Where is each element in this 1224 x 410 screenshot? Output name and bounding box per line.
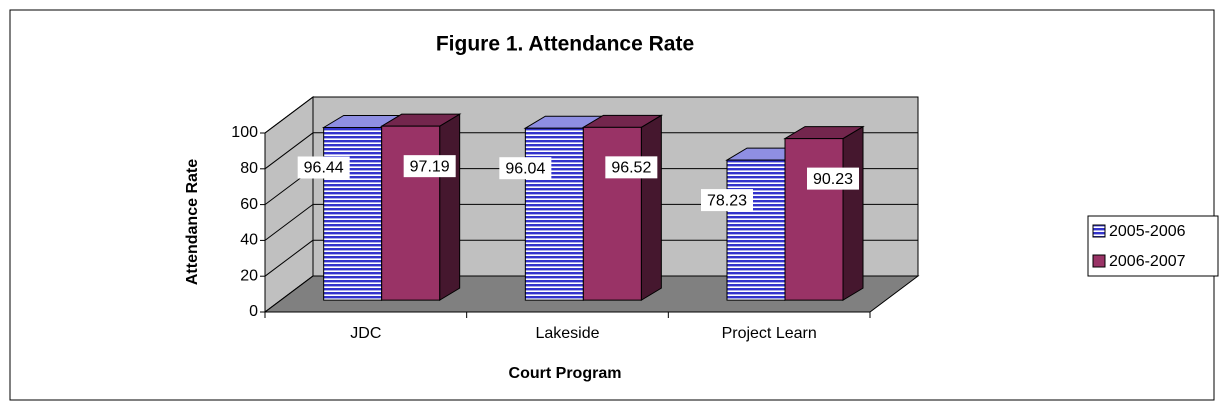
- data-label-box: [807, 167, 860, 190]
- data-label-box: [297, 156, 350, 179]
- grid-line: [264, 275, 314, 313]
- bar-side: [439, 113, 461, 302]
- data-label: 96.52: [611, 160, 651, 177]
- x-tick-label: Lakeside: [535, 325, 599, 342]
- y-tick-label: 60: [240, 196, 258, 213]
- data-label: 97.19: [410, 158, 450, 175]
- data-label: 96.44: [304, 160, 344, 177]
- data-label: 96.04: [505, 160, 545, 177]
- legend-label: 2006-2007: [1109, 253, 1186, 270]
- legend-swatch: [1092, 224, 1106, 238]
- data-label-box: [499, 157, 552, 180]
- data-label-box: [701, 189, 754, 212]
- y-tick-label: 100: [231, 124, 258, 141]
- y-tick-label: 0: [249, 303, 258, 320]
- y-tick-label: 20: [240, 267, 258, 284]
- y-tick-label: 80: [240, 160, 258, 177]
- grid-line: [264, 132, 314, 170]
- bar-side: [640, 114, 662, 302]
- bar: [524, 127, 584, 301]
- data-label-box: [403, 155, 456, 178]
- bar: [582, 126, 642, 301]
- grid-line: [264, 239, 314, 277]
- legend-swatch: [1092, 254, 1106, 268]
- legend: [1087, 215, 1219, 277]
- y-axis-title: Attendance Rate: [184, 159, 201, 285]
- data-label-box: [605, 156, 658, 179]
- x-axis-title: Court Program: [509, 365, 622, 382]
- chart-title: Figure 1. Attendance Rate: [436, 33, 694, 56]
- y-tick-label: 40: [240, 232, 258, 249]
- bar: [784, 138, 844, 301]
- legend-label: 2005-2006: [1109, 223, 1186, 240]
- x-tick-label: JDC: [350, 325, 381, 342]
- grid-line: [264, 96, 314, 134]
- bar: [726, 159, 786, 301]
- x-tick-label: Project Learn: [722, 325, 817, 342]
- data-label: 78.23: [707, 192, 747, 209]
- data-label: 90.23: [813, 171, 853, 188]
- grid-line: [264, 203, 314, 241]
- bar: [381, 125, 441, 301]
- bar: [323, 126, 383, 301]
- bar-side: [842, 125, 864, 302]
- side-wall: [264, 96, 314, 313]
